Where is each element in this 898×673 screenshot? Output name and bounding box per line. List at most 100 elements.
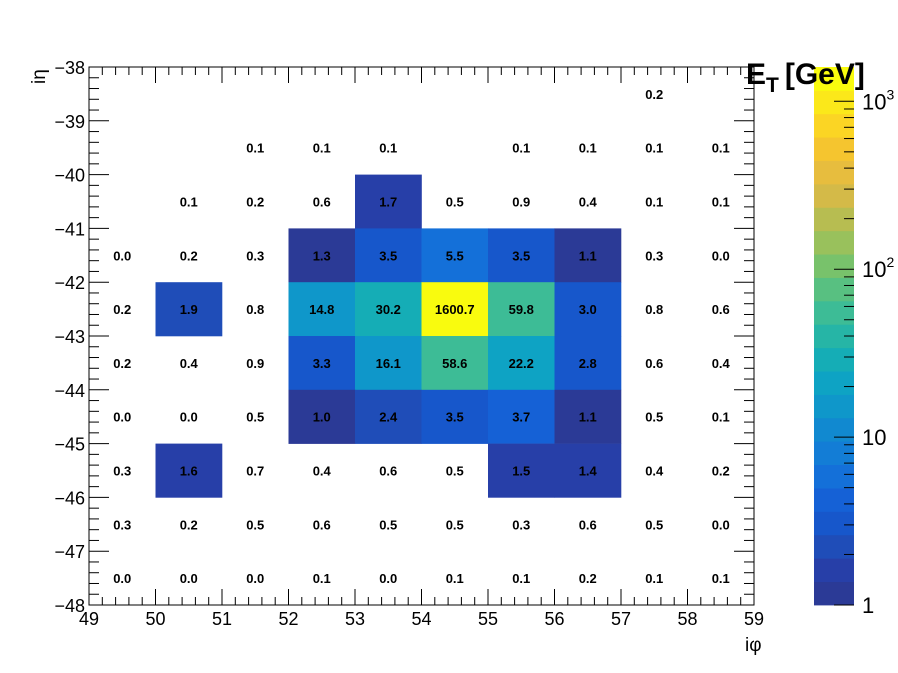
heatmap-cell	[488, 282, 555, 337]
cell-value-label: 0.2	[180, 248, 198, 263]
cell-value-label: 22.2	[509, 356, 534, 371]
cell-value-label: 0.3	[113, 464, 131, 479]
heatmap-cell	[355, 174, 422, 229]
heatmap-cell	[288, 228, 356, 283]
cell-value-label: 0.5	[446, 195, 464, 210]
cell-value-label: 30.2	[376, 302, 401, 317]
cell-value-label: 0.3	[645, 248, 663, 263]
y-axis: −38 −39 −40 −41 −42 −43 −44 −45 −46 −47 −48	[54, 58, 754, 616]
cell-value-label: 0.3	[246, 248, 264, 263]
heatmap-cells	[155, 174, 622, 498]
colorbar-segment	[814, 347, 854, 372]
cell-value-label: 0.8	[246, 302, 264, 317]
cell-value-label: 2.4	[379, 410, 398, 425]
heatmap-cell	[155, 282, 223, 337]
y-tick-label: −43	[54, 327, 85, 347]
colorbar-segment	[814, 534, 854, 559]
colorbar-segment	[814, 417, 854, 442]
colorbar-segment	[814, 254, 854, 278]
cell-value-label: 0.5	[645, 410, 663, 425]
colorbar-tick-label: 102	[862, 254, 894, 282]
cell-value-label: 0.2	[246, 195, 264, 210]
y-tick-label: −38	[54, 58, 85, 78]
cell-value-label: 0.1	[512, 571, 530, 586]
cell-value-label: 3.0	[579, 302, 597, 317]
cell-value-label: 0.2	[579, 571, 597, 586]
heatmap-cell	[554, 336, 622, 391]
heatmap-cell	[421, 228, 489, 283]
colorbar-tick-label: 1	[862, 593, 874, 618]
heatmap-cell	[554, 228, 622, 283]
x-tick-label: 52	[278, 609, 298, 629]
cell-value-label: 0.5	[246, 410, 264, 425]
cell-value-label: 0.1	[446, 571, 464, 586]
cell-value-label: 0.9	[246, 356, 264, 371]
cell-value-label: 0.0	[113, 571, 131, 586]
heatmap-cell	[155, 443, 223, 498]
colorbar-segment	[814, 464, 854, 489]
y-tick-label: −41	[54, 219, 85, 239]
heatmap-cell	[421, 282, 489, 337]
cell-value-label: 0.5	[446, 517, 464, 532]
cell-value-label: 3.7	[512, 410, 530, 425]
cell-value-label: 0.6	[313, 195, 331, 210]
cell-value-label: 0.9	[512, 195, 530, 210]
cell-value-label: 1.1	[579, 410, 597, 425]
cell-value-label: 0.1	[712, 571, 730, 586]
cell-value-label: 3.5	[379, 248, 397, 263]
cell-value-label: 0.2	[113, 356, 131, 371]
colorbar-segment	[814, 511, 854, 536]
cell-value-label: 0.1	[645, 141, 663, 156]
cell-value-label: 0.0	[113, 410, 131, 425]
cell-value-label: 0.2	[645, 87, 663, 102]
cell-value-label: 1600.7	[435, 302, 475, 317]
cell-value-label: 0.1	[645, 195, 663, 210]
y-tick-label: −42	[54, 273, 85, 293]
y-tick-label: −46	[54, 488, 85, 508]
colorbar-tick-label: 10	[862, 425, 886, 450]
cell-value-label: 0.5	[645, 517, 663, 532]
colorbar-segment	[814, 230, 854, 255]
heatmap-cell	[488, 228, 555, 283]
colorbar-segment	[814, 324, 854, 349]
colorbar-segment	[814, 183, 854, 208]
cell-value-label: 1.5	[512, 464, 530, 479]
y-tick-label: −39	[54, 112, 85, 132]
colorbar-tick-label: 103	[862, 86, 894, 114]
colorbar-segment	[814, 137, 854, 161]
x-tick-label: 56	[544, 609, 564, 629]
cell-value-label: 3.5	[446, 410, 464, 425]
x-tick-label: 57	[611, 609, 631, 629]
cell-value-label: 0.1	[180, 195, 198, 210]
cell-value-label: 0.0	[379, 571, 397, 586]
cell-value-label: 0.0	[113, 248, 131, 263]
heatmap-cell	[554, 443, 622, 498]
cell-value-label: 2.8	[579, 356, 597, 371]
cell-value-label: 0.1	[579, 141, 597, 156]
heatmap-cell	[355, 282, 422, 337]
heatmap-cell	[554, 282, 622, 337]
colorbar-segment	[814, 441, 854, 466]
cell-value-label: 1.9	[180, 302, 198, 317]
cell-value-label: 0.0	[712, 517, 730, 532]
cell-value-label: 0.5	[379, 517, 397, 532]
cell-value-label: 0.1	[645, 571, 663, 586]
heatmap-cell	[488, 336, 555, 391]
cell-value-label: 59.8	[509, 302, 534, 317]
cell-value-label: 0.3	[113, 517, 131, 532]
colorbar-segment	[814, 394, 854, 419]
cell-value-label: 1.6	[180, 464, 198, 479]
y-tick-label: −47	[54, 542, 85, 562]
colorbar-segment	[814, 371, 854, 395]
cell-value-label: 0.4	[645, 464, 664, 479]
heatmap-cell	[421, 336, 489, 391]
x-tick-label: 58	[677, 609, 697, 629]
cell-value-label: 1.1	[579, 248, 597, 263]
x-tick-label: 50	[145, 609, 165, 629]
cell-value-labels: 0.2 0.1 0.1 0.1 0.1 0.1 0.1 0.1 0.1 0.2 0.6 1.7 0.5 0…	[113, 87, 730, 586]
cell-value-label: 0.6	[645, 356, 663, 371]
heatmap-cell	[355, 336, 422, 391]
cell-value-label: 16.1	[376, 356, 401, 371]
cell-value-label: 0.7	[246, 464, 264, 479]
